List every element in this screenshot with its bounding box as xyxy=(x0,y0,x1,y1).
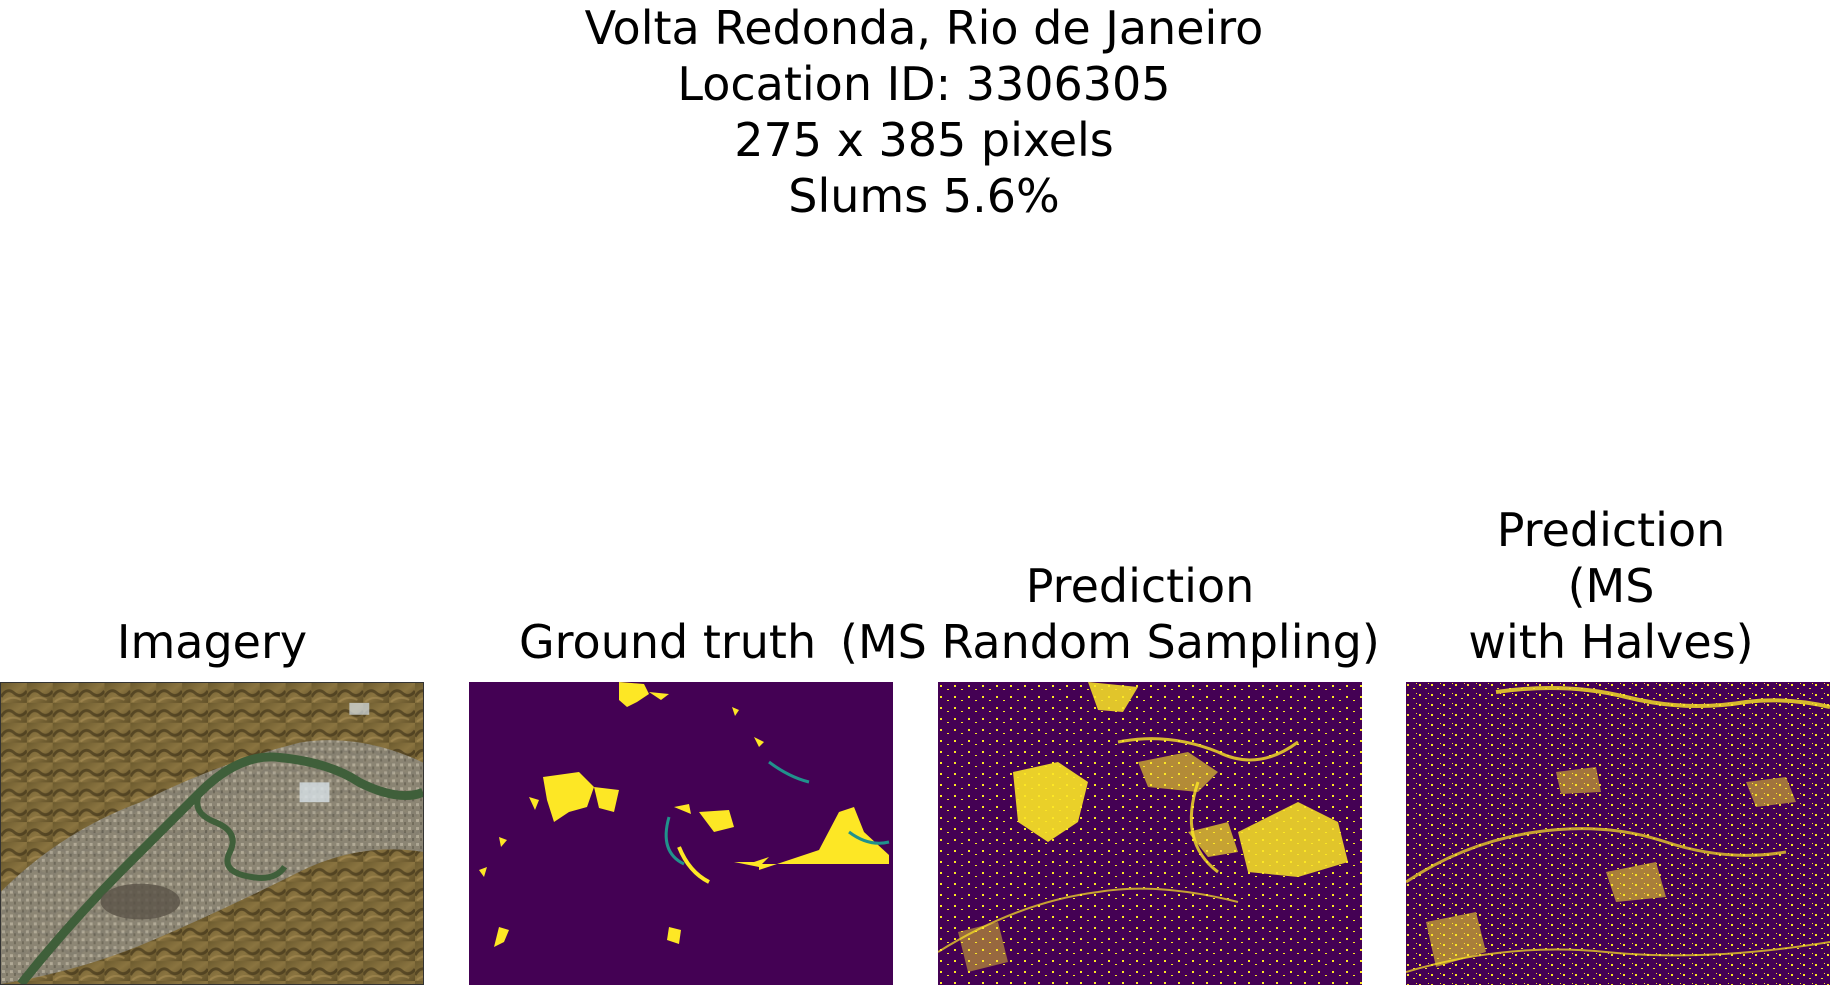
ground-truth-mask xyxy=(469,682,893,985)
pred-halves-title-line3: with Halves) xyxy=(1468,615,1754,669)
slum-percentage: Slums 5.6% xyxy=(788,169,1060,223)
pred-halves-title-line1: Prediction xyxy=(1496,503,1726,557)
location-name: Volta Redonda, Rio de Janeiro xyxy=(584,1,1264,55)
imagery-panel xyxy=(0,682,424,985)
ground-truth-panel xyxy=(469,682,893,985)
pred-random-title-line1: Prediction xyxy=(1025,559,1255,613)
pred-random-title-line2: (MS Random Sampling) xyxy=(840,615,1380,669)
location-id: Location ID: 3306305 xyxy=(677,57,1171,111)
prediction-random-mask xyxy=(938,682,1362,985)
imagery-title: Imagery xyxy=(116,615,308,669)
image-size: 275 x 385 pixels xyxy=(734,113,1114,167)
prediction-halves-mask xyxy=(1406,682,1830,985)
prediction-random-panel xyxy=(938,682,1362,985)
pred-halves-title-line2: (MS xyxy=(1567,559,1655,613)
satellite-image xyxy=(1,683,423,984)
ground-truth-title: Ground truth xyxy=(519,615,817,669)
figure-title: Volta Redonda, Rio de Janeiro Location I… xyxy=(0,0,1830,224)
prediction-halves-panel xyxy=(1406,682,1830,985)
